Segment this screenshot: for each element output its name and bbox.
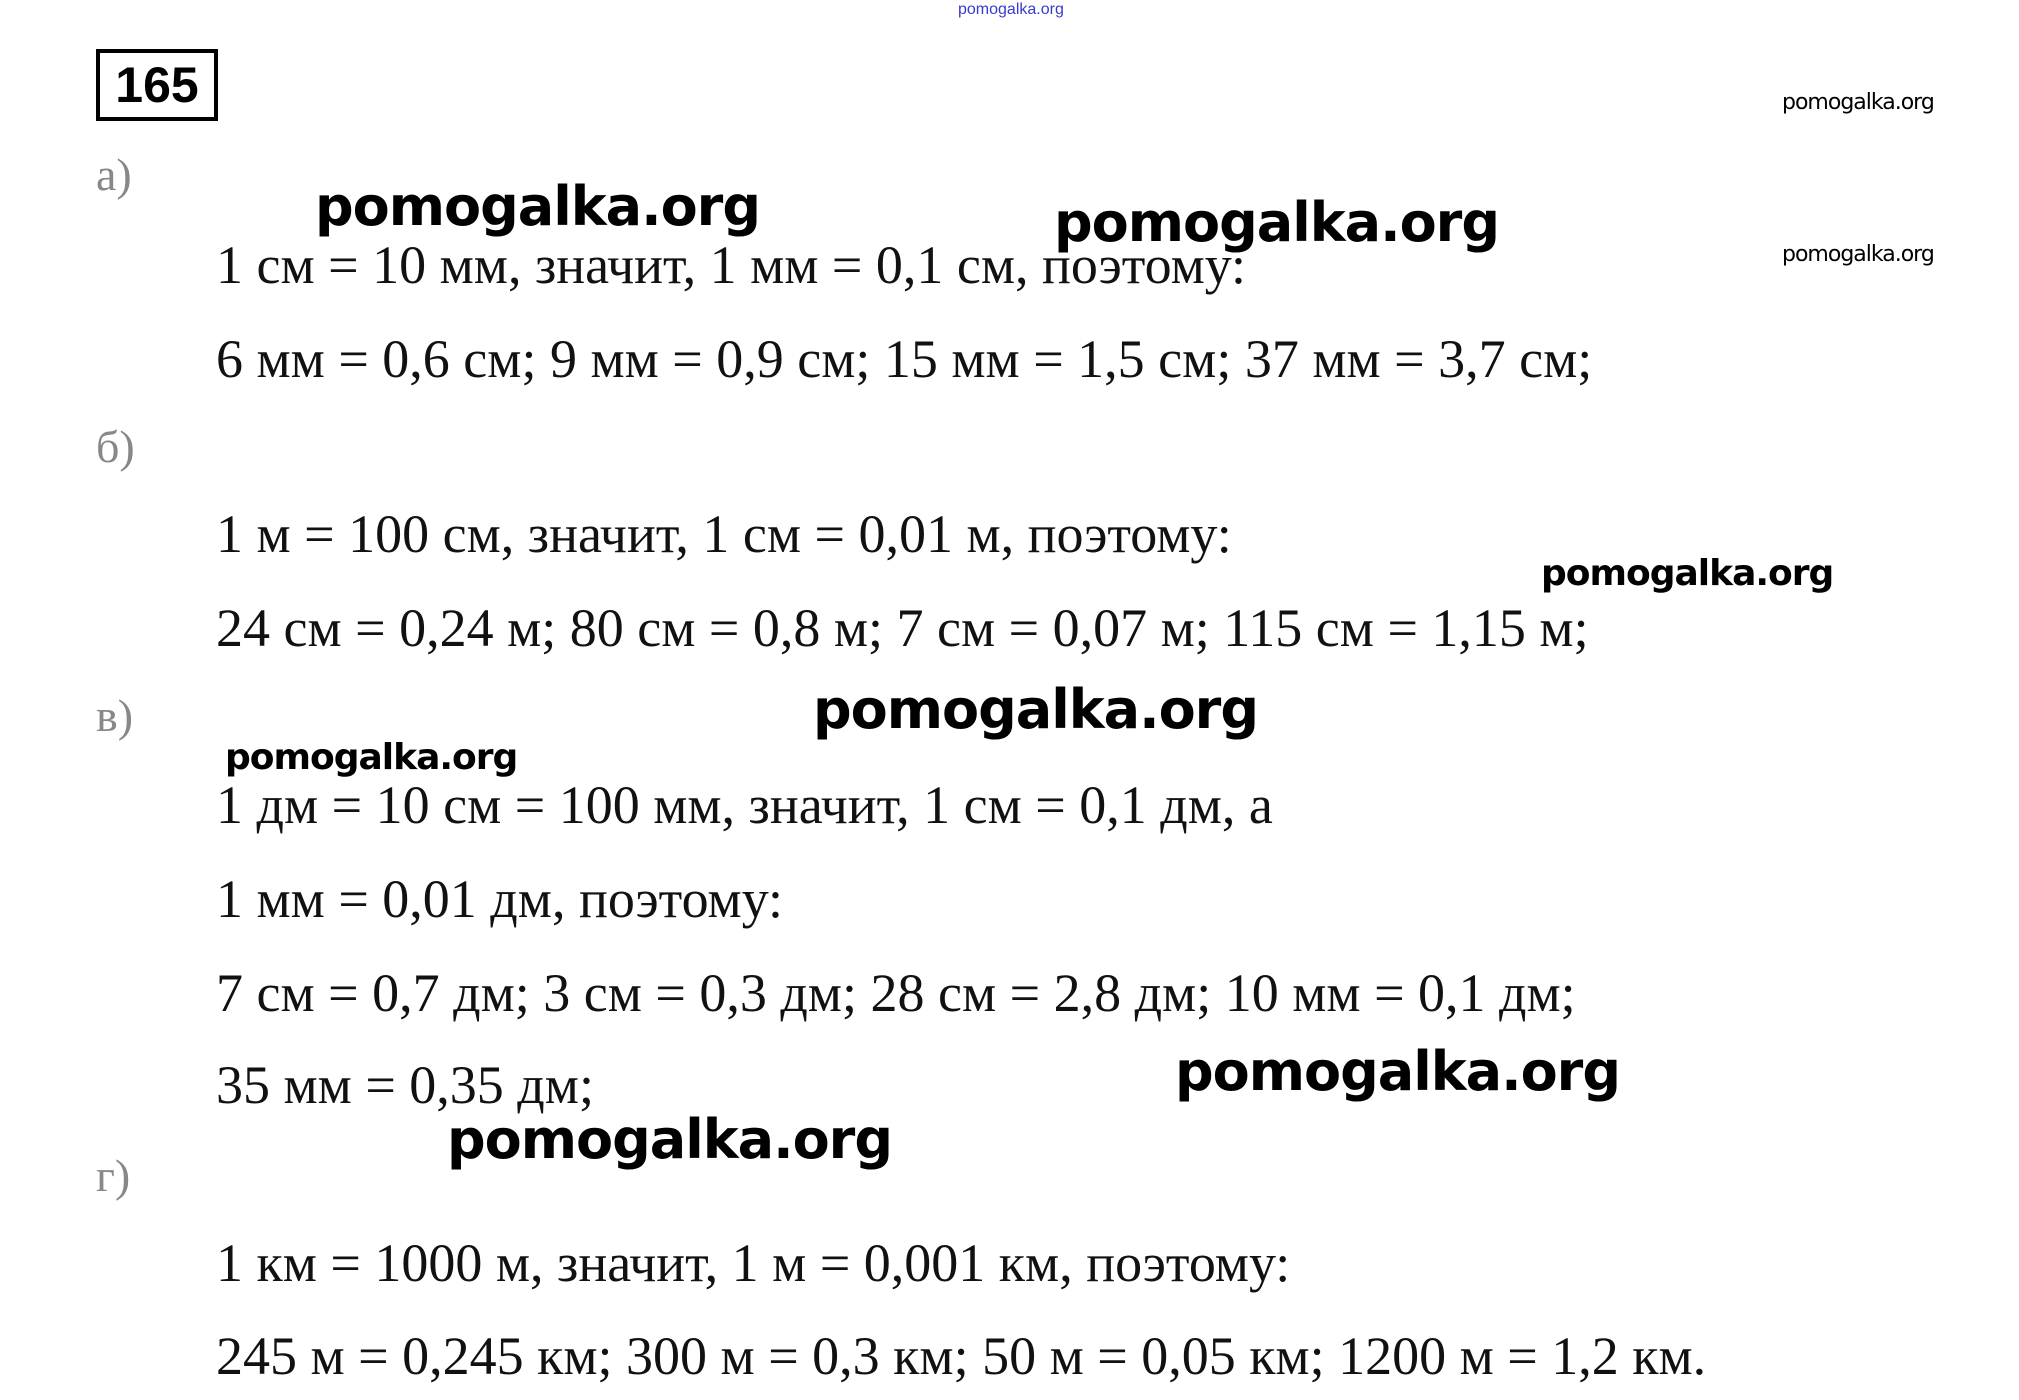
text-line: 7 см = 0,7 дм; 3 см = 0,3 дм; 28 см = 2,… — [216, 963, 1576, 1023]
watermark: pomogalka.org — [1541, 553, 1834, 594]
text-line: 6 мм = 0,6 см; 9 мм = 0,9 см; 15 мм = 1,… — [216, 329, 1593, 389]
watermark: pomogalka.org — [1782, 242, 1935, 267]
section-label-g: г) — [96, 1150, 131, 1201]
text-line: 24 см = 0,24 м; 80 см = 0,8 м; 7 см = 0,… — [216, 598, 1589, 658]
text-line: 1 км = 1000 м, значит, 1 м = 0,001 км, п… — [216, 1233, 1291, 1293]
section-label-a: а) — [96, 149, 132, 200]
text-line: 1 дм = 10 см = 100 мм, значит, 1 см = 0,… — [216, 775, 1273, 835]
watermark: pomogalka.org — [315, 175, 761, 238]
text-line: 1 м = 100 см, значит, 1 см = 0,01 м, поэ… — [216, 504, 1232, 564]
watermark: pomogalka.org — [1782, 90, 1935, 115]
top-watermark: pomogalka.org — [958, 1, 1064, 18]
watermark: pomogalka.org — [447, 1108, 893, 1171]
watermark: pomogalka.org — [1175, 1040, 1621, 1103]
watermark: pomogalka.org — [225, 737, 518, 778]
problem-number: 165 — [96, 49, 218, 121]
section-label-v: в) — [96, 690, 134, 741]
text-line: 1 см = 10 мм, значит, 1 мм = 0,1 см, поэ… — [216, 235, 1247, 295]
text-line: 35 мм = 0,35 дм; — [216, 1055, 594, 1115]
text-line: 1 мм = 0,01 дм, поэтому: — [216, 869, 783, 929]
watermark: pomogalka.org — [813, 678, 1259, 741]
section-label-b: б) — [96, 421, 135, 472]
text-line: 245 м = 0,245 км; 300 м = 0,3 км; 50 м =… — [216, 1326, 1707, 1386]
watermark: pomogalka.org — [1054, 191, 1500, 254]
